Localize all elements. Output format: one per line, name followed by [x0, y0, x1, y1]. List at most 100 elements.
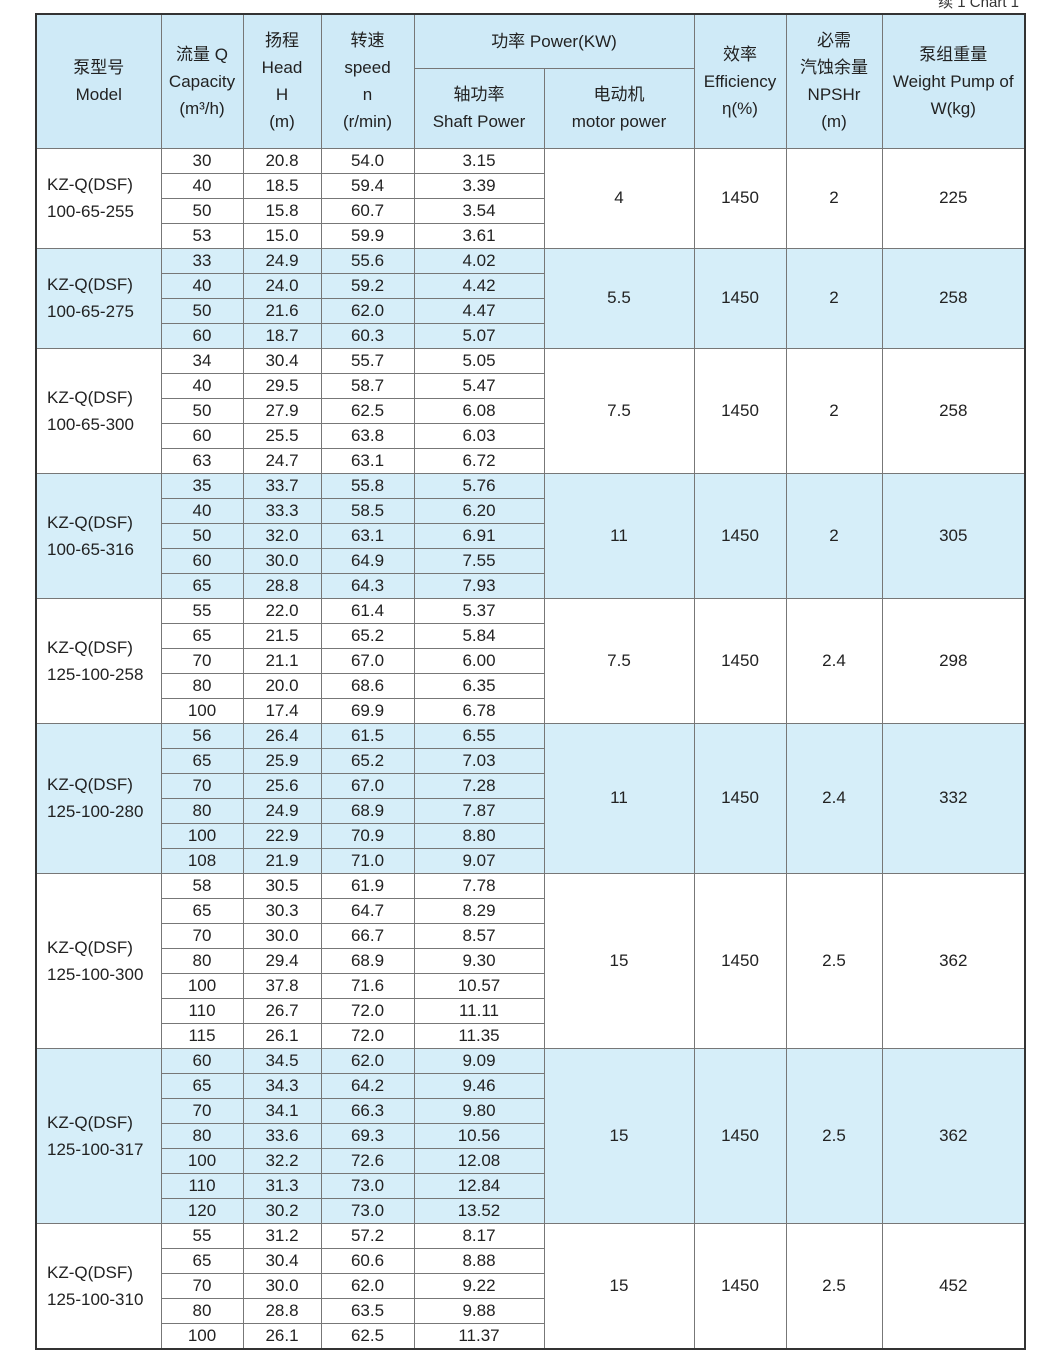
- head-cell: 30.0: [242, 922, 322, 949]
- head-cell: 25.9: [242, 747, 322, 774]
- model-line: KZ-Q(DSF): [47, 175, 133, 194]
- head-cell: 32.0: [242, 522, 322, 549]
- model-line: KZ-Q(DSF): [47, 775, 133, 794]
- model-cell: KZ-Q(DSF) 125-100-317: [35, 1047, 162, 1224]
- speed-cell: 55.8: [320, 472, 415, 499]
- capacity-cell: 70: [160, 1097, 244, 1124]
- capacity-cell: 65: [160, 622, 244, 649]
- head-cell: 21.9: [242, 847, 322, 874]
- speed-cell: 63.1: [320, 447, 415, 474]
- table-row: 40 18.5 59.4 3.39: [36, 172, 1025, 199]
- head-cell: 30.3: [242, 897, 322, 924]
- weight-cell: 298: [881, 597, 1026, 724]
- speed-cell: 67.0: [320, 772, 415, 799]
- shaft-power-cell: 12.84: [413, 1172, 545, 1199]
- npsh-cell: 2.5: [785, 1222, 883, 1349]
- table-row: 60 30.0 64.9 7.55: [36, 547, 1025, 574]
- head-cell: 31.3: [242, 1172, 322, 1199]
- head-cell: 17.4: [242, 697, 322, 724]
- head-cell: 15.0: [242, 222, 322, 249]
- speed-cell: 59.2: [320, 272, 415, 299]
- weight-cell: 332: [881, 722, 1026, 874]
- speed-cell: 66.3: [320, 1097, 415, 1124]
- table-row: 65 28.8 64.3 7.93: [36, 572, 1025, 599]
- header-speed: 转速 speed n (r/min): [320, 13, 415, 149]
- shaft-power-cell: 9.07: [413, 847, 545, 874]
- head-cell: 30.0: [242, 1272, 322, 1299]
- speed-cell: 58.7: [320, 372, 415, 399]
- capacity-cell: 70: [160, 647, 244, 674]
- table-row: 70 34.1 66.3 9.80: [36, 1097, 1025, 1124]
- shaft-power-cell: 4.42: [413, 272, 545, 299]
- head-cell: 28.8: [242, 572, 322, 599]
- speed-cell: 58.5: [320, 497, 415, 524]
- efficiency-cell: 1450: [693, 247, 787, 349]
- header-npsh: 必需 汽蚀余量 NPSHr (m): [785, 13, 883, 149]
- capacity-cell: 100: [160, 1147, 244, 1174]
- speed-cell: 72.0: [320, 997, 415, 1024]
- table-row: KZ-Q(DSF) 125-100-317 60 34.5 62.0 9.09 15 1450…: [35, 1047, 1026, 1224]
- capacity-cell: 35: [160, 472, 244, 499]
- capacity-cell: 70: [160, 922, 244, 949]
- table-row: 40 29.5 58.7 5.47: [36, 372, 1025, 399]
- head-cell: 30.2: [242, 1197, 322, 1224]
- capacity-cell: 50: [160, 522, 244, 549]
- shaft-power-cell: 6.00: [413, 647, 545, 674]
- capacity-cell: 50: [160, 397, 244, 424]
- speed-cell: 60.6: [320, 1247, 415, 1274]
- head-cell: 30.5: [242, 872, 322, 899]
- table-row: 115 26.1 72.0 11.35: [36, 1022, 1025, 1049]
- head-cell: 18.7: [242, 322, 322, 349]
- motor-power-cell: 15: [543, 1222, 695, 1349]
- shaft-power-cell: 6.72: [413, 447, 545, 474]
- shaft-power-cell: 5.07: [413, 322, 545, 349]
- speed-cell: 66.7: [320, 922, 415, 949]
- head-cell: 34.1: [242, 1097, 322, 1124]
- speed-cell: 64.3: [320, 572, 415, 599]
- head-cell: 34.5: [242, 1047, 322, 1074]
- head-cell: 26.1: [242, 1022, 322, 1049]
- head-cell: 15.8: [242, 197, 322, 224]
- shaft-power-cell: 3.15: [413, 147, 545, 174]
- shaft-power-cell: 5.05: [413, 347, 545, 374]
- model-line: 125-100-280: [47, 802, 144, 821]
- model-line: 100-65-275: [47, 302, 134, 321]
- shaft-power-cell: 9.88: [413, 1297, 545, 1324]
- speed-cell: 62.0: [320, 297, 415, 324]
- speed-cell: 61.5: [320, 722, 415, 749]
- model-line: 125-100-317: [47, 1139, 144, 1159]
- shaft-power-cell: 7.93: [413, 572, 545, 599]
- capacity-cell: 60: [160, 322, 244, 349]
- speed-cell: 62.5: [320, 397, 415, 424]
- speed-cell: 69.3: [320, 1122, 415, 1149]
- header-motor-power: 电动机 motor power: [543, 67, 695, 149]
- capacity-cell: 53: [160, 222, 244, 249]
- capacity-cell: 70: [160, 772, 244, 799]
- table-row: 53 15.0 59.9 3.61: [36, 222, 1025, 249]
- capacity-cell: 60: [160, 1047, 244, 1074]
- shaft-power-cell: 3.54: [413, 197, 545, 224]
- table-row: KZ-Q(DSF) 100-65-316 35 33.7 55.8 5.76 11 1450 2…: [35, 472, 1026, 599]
- table-row: 50 21.6 62.0 4.47: [36, 297, 1025, 324]
- model-line: KZ-Q(DSF): [47, 937, 133, 957]
- speed-cell: 70.9: [320, 822, 415, 849]
- efficiency-cell: 1450: [693, 472, 787, 599]
- speed-cell: 68.9: [320, 947, 415, 974]
- head-cell: 31.2: [242, 1222, 322, 1249]
- model-cell: KZ-Q(DSF) 100-65-300: [35, 347, 162, 474]
- shaft-power-cell: 3.39: [413, 172, 545, 199]
- speed-cell: 72.0: [320, 1022, 415, 1049]
- speed-cell: 67.0: [320, 647, 415, 674]
- capacity-cell: 55: [160, 1222, 244, 1249]
- head-cell: 29.4: [242, 947, 322, 974]
- capacity-cell: 65: [160, 747, 244, 774]
- table-row: 65 21.5 65.2 5.84: [36, 622, 1025, 649]
- weight-cell: 258: [881, 347, 1026, 474]
- shaft-power-cell: 8.88: [413, 1247, 545, 1274]
- header-shaft-power: 轴功率 Shaft Power: [413, 67, 545, 149]
- shaft-power-cell: 6.03: [413, 422, 545, 449]
- model-cell: KZ-Q(DSF) 125-100-300: [35, 872, 162, 1049]
- head-cell: 33.7: [242, 472, 322, 499]
- shaft-power-cell: 6.20: [413, 497, 545, 524]
- model-line: 125-100-300: [47, 964, 144, 984]
